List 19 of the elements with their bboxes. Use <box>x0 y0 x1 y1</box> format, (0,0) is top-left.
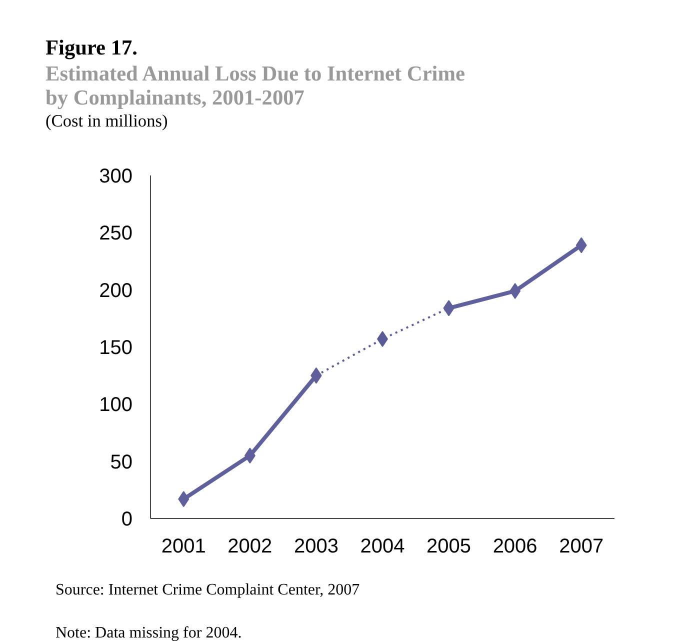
y-tick-label: 100 <box>99 394 133 416</box>
x-tick-label: 2007 <box>559 536 604 558</box>
y-tick-label: 50 <box>110 451 133 474</box>
x-tick-label: 2006 <box>492 536 538 558</box>
y-tick-label: 200 <box>99 280 133 302</box>
y-tick-label: 300 <box>99 166 133 188</box>
y-tick-label: 150 <box>99 337 133 359</box>
text: Note: Data missing for 2004. <box>56 624 242 641</box>
x-tick-label: 2001 <box>161 536 206 558</box>
x-tick-label: 2003 <box>294 536 338 558</box>
x-tick-label: 2005 <box>426 536 472 558</box>
x-tick-label: 2002 <box>228 536 272 558</box>
chart-subtitle: Estimated Annual Loss Due to Internet Crime by Complainants, 2001-2007 <box>46 62 465 110</box>
y-tick-label: 250 <box>99 222 133 245</box>
y-tick-label: 0 <box>121 508 132 530</box>
source-note: Source: Internet Crime Complaint Center, 2007 <box>56 582 360 598</box>
y-axis-title: (Cost in millions) <box>46 112 168 130</box>
x-tick-label: 2004 <box>360 536 405 558</box>
chart-title: Figure 17. <box>46 36 138 60</box>
